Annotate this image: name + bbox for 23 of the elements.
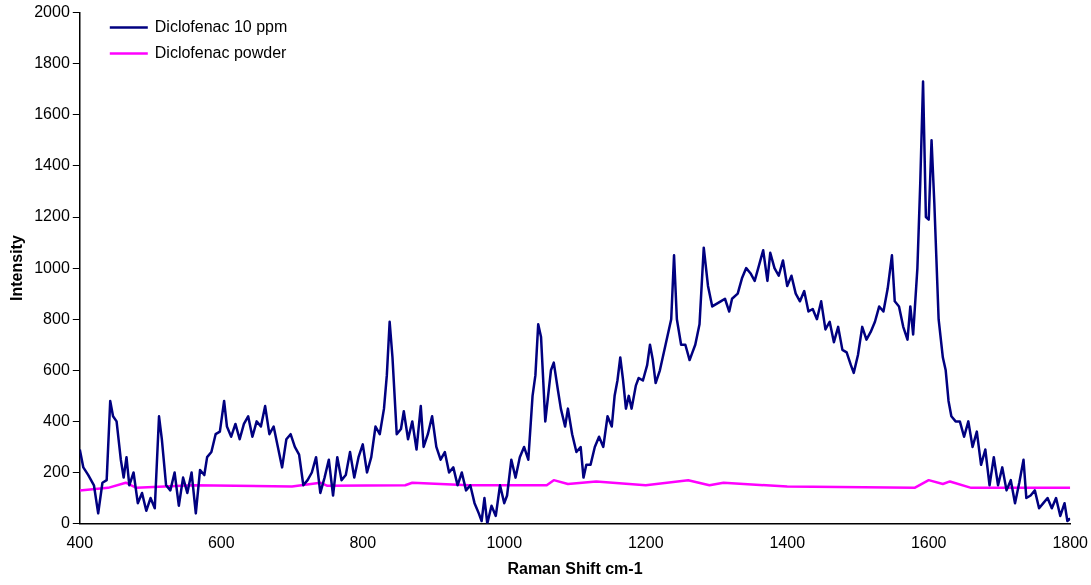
y-axis-title: Intensity xyxy=(8,235,26,301)
y-tick-label: 600 xyxy=(43,360,70,378)
x-tick-label: 1800 xyxy=(1052,533,1089,551)
y-tick-label: 1200 xyxy=(34,207,70,225)
y-tick-label: 1000 xyxy=(34,258,70,276)
legend-label: Diclofenac powder xyxy=(154,44,288,62)
x-tick-label: 800 xyxy=(349,533,377,551)
y-tick-label: 1600 xyxy=(34,105,70,123)
y-tick-label: 2000 xyxy=(34,3,70,21)
y-tick-label: 200 xyxy=(43,462,70,480)
x-tick-label: 1600 xyxy=(910,533,947,551)
y-tick-label: 400 xyxy=(43,411,70,429)
y-tick-label: 800 xyxy=(43,309,70,327)
x-tick-label: 600 xyxy=(207,533,235,551)
x-tick-label: 1200 xyxy=(627,533,664,551)
x-tick-label: 1000 xyxy=(486,533,523,551)
x-axis-title: Raman Shift cm-1 xyxy=(507,559,643,577)
y-tick-label: 1400 xyxy=(34,156,70,174)
legend-label: Diclofenac 10 ppm xyxy=(154,18,288,36)
y-tick-label: 1800 xyxy=(34,54,70,72)
x-tick-label: 400 xyxy=(66,533,94,551)
x-tick-label: 1400 xyxy=(769,533,806,551)
y-tick-label: 0 xyxy=(60,514,70,532)
